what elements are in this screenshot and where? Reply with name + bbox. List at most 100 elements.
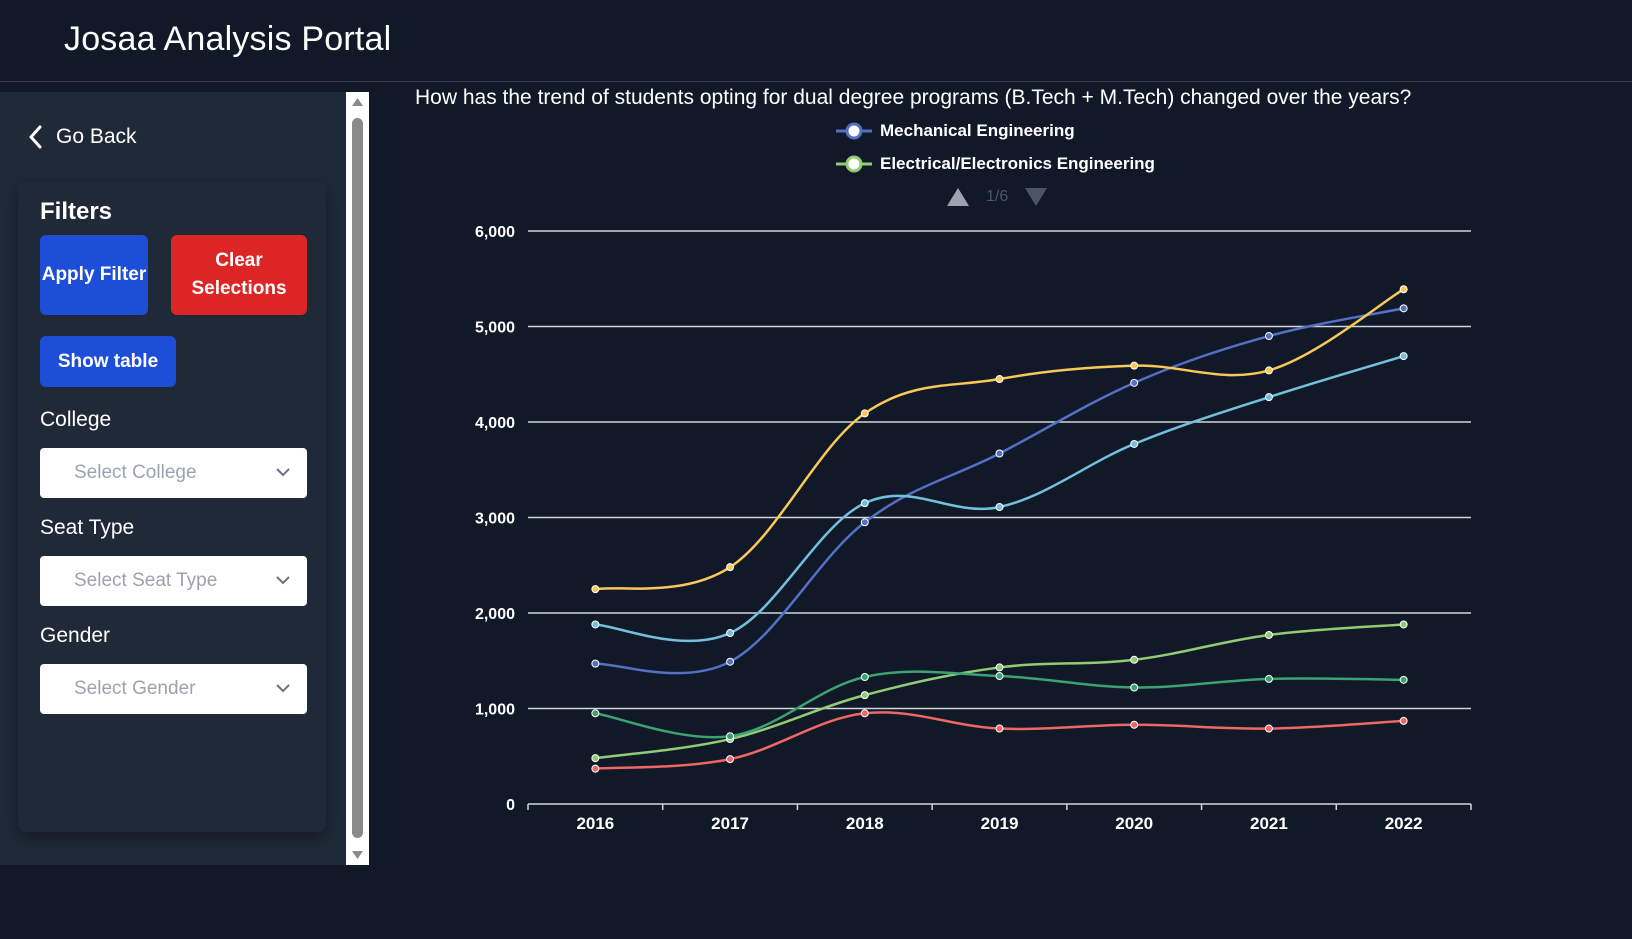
legend-item-electrical[interactable]: Electrical/Electronics Engineering — [836, 152, 1155, 176]
data-point — [1130, 655, 1139, 664]
data-point — [995, 375, 1004, 384]
sidebar-scrollbar[interactable] — [346, 92, 369, 865]
x-tick-label: 2022 — [1385, 814, 1423, 833]
filters-panel: Filters Apply Filter Clear Selections Sh… — [18, 182, 326, 832]
data-point — [1130, 683, 1139, 692]
line-chart: 0 1,000 2,000 3,000 4,000 5,000 6,000 2016 2017 2… — [475, 224, 1472, 833]
data-point — [1399, 620, 1408, 629]
data-point — [860, 409, 869, 418]
data-point — [860, 709, 869, 718]
scrollbar-thumb[interactable] — [352, 118, 363, 838]
series-line — [595, 711, 1404, 770]
triangle-up-icon[interactable] — [946, 186, 970, 208]
data-point — [1264, 630, 1273, 639]
data-point — [591, 659, 600, 668]
data-point — [726, 629, 735, 638]
go-back-label: Go Back — [56, 125, 137, 148]
app-header: Josaa Analysis Portal — [0, 0, 1632, 82]
data-point — [995, 724, 1004, 733]
legend-marker-icon — [836, 122, 872, 140]
data-point — [591, 620, 600, 629]
data-point — [1399, 675, 1408, 684]
data-point — [860, 691, 869, 700]
seat-type-select[interactable]: Select Seat Type — [40, 556, 307, 606]
gender-select-placeholder: Select Gender — [74, 678, 196, 699]
data-point — [1130, 720, 1139, 729]
seat-type-label: Seat Type — [40, 516, 135, 539]
chevron-left-icon — [29, 125, 42, 149]
triangle-down-icon[interactable] — [1024, 186, 1048, 208]
college-select[interactable]: Select College — [40, 448, 307, 498]
data-point — [1130, 361, 1139, 370]
legend-marker-icon — [836, 155, 872, 173]
gender-label: Gender — [40, 624, 111, 647]
legend-item-mechanical[interactable]: Mechanical Engineering — [836, 119, 1075, 143]
series-line — [595, 307, 1404, 675]
data-point — [726, 755, 735, 764]
chevron-down-icon — [276, 576, 290, 585]
go-back-link[interactable]: Go Back — [28, 122, 137, 152]
data-point — [1264, 366, 1273, 375]
y-tick-label: 3,000 — [475, 511, 515, 528]
apply-filter-button[interactable]: Apply Filter — [40, 235, 148, 315]
scroll-up-arrow-icon[interactable] — [351, 97, 364, 107]
chart-question: How has the trend of students opting for… — [415, 86, 1412, 109]
data-point — [995, 663, 1004, 672]
filters-title: Filters — [40, 198, 113, 225]
data-point — [860, 518, 869, 527]
scroll-down-arrow-icon[interactable] — [351, 850, 364, 860]
app-title: Josaa Analysis Portal — [64, 20, 392, 58]
data-point — [1399, 304, 1408, 313]
clear-selections-button[interactable]: Clear Selections — [171, 235, 307, 315]
y-tick-label: 6,000 — [475, 224, 515, 241]
y-tick-label: 1,000 — [475, 702, 515, 719]
data-point — [591, 585, 600, 594]
x-tick-label: 2017 — [711, 814, 749, 833]
x-tick-label: 2021 — [1250, 814, 1288, 833]
data-point — [726, 657, 735, 666]
data-point — [995, 502, 1004, 511]
data-point — [1264, 332, 1273, 341]
y-tick-label: 4,000 — [475, 415, 515, 432]
data-point — [591, 764, 600, 773]
y-tick-label: 5,000 — [475, 320, 515, 337]
data-point — [860, 672, 869, 681]
legend-dot — [845, 122, 863, 140]
x-tick-label: 2020 — [1115, 814, 1153, 833]
series-line — [595, 354, 1405, 643]
series-line — [595, 288, 1405, 591]
data-point — [1130, 439, 1139, 448]
college-label: College — [40, 408, 112, 431]
gender-select[interactable]: Select Gender — [40, 664, 307, 714]
x-tick-label: 2018 — [846, 814, 884, 833]
legend-label: Mechanical Engineering — [880, 121, 1075, 140]
data-point — [1399, 352, 1408, 361]
data-point — [995, 449, 1004, 458]
data-point — [1264, 724, 1273, 733]
data-point — [1130, 378, 1139, 387]
legend-page-indicator: 1/6 — [986, 188, 1009, 205]
data-point — [726, 563, 735, 572]
show-table-button[interactable]: Show table — [40, 336, 176, 387]
data-point — [591, 709, 600, 718]
sidebar: Go Back Filters Apply Filter Clear Selec… — [0, 92, 346, 865]
legend-label: Electrical/Electronics Engineering — [880, 154, 1155, 173]
x-tick-label: 2019 — [981, 814, 1019, 833]
data-point — [1264, 674, 1273, 683]
data-point — [726, 732, 735, 741]
y-tick-label: 0 — [506, 797, 515, 814]
x-tick-label: 2016 — [576, 814, 614, 833]
y-tick-label: 2,000 — [475, 606, 515, 623]
college-select-placeholder: Select College — [74, 462, 197, 483]
data-point — [860, 499, 869, 508]
legend-pager: 1/6 — [946, 184, 1048, 210]
chevron-down-icon — [276, 684, 290, 693]
chevron-down-icon — [276, 468, 290, 477]
data-point — [1399, 716, 1408, 725]
data-point — [1399, 285, 1408, 294]
data-point — [591, 754, 600, 763]
data-point — [1264, 393, 1273, 402]
legend-dot — [845, 155, 863, 173]
seat-type-select-placeholder: Select Seat Type — [74, 570, 218, 591]
data-point — [995, 672, 1004, 681]
